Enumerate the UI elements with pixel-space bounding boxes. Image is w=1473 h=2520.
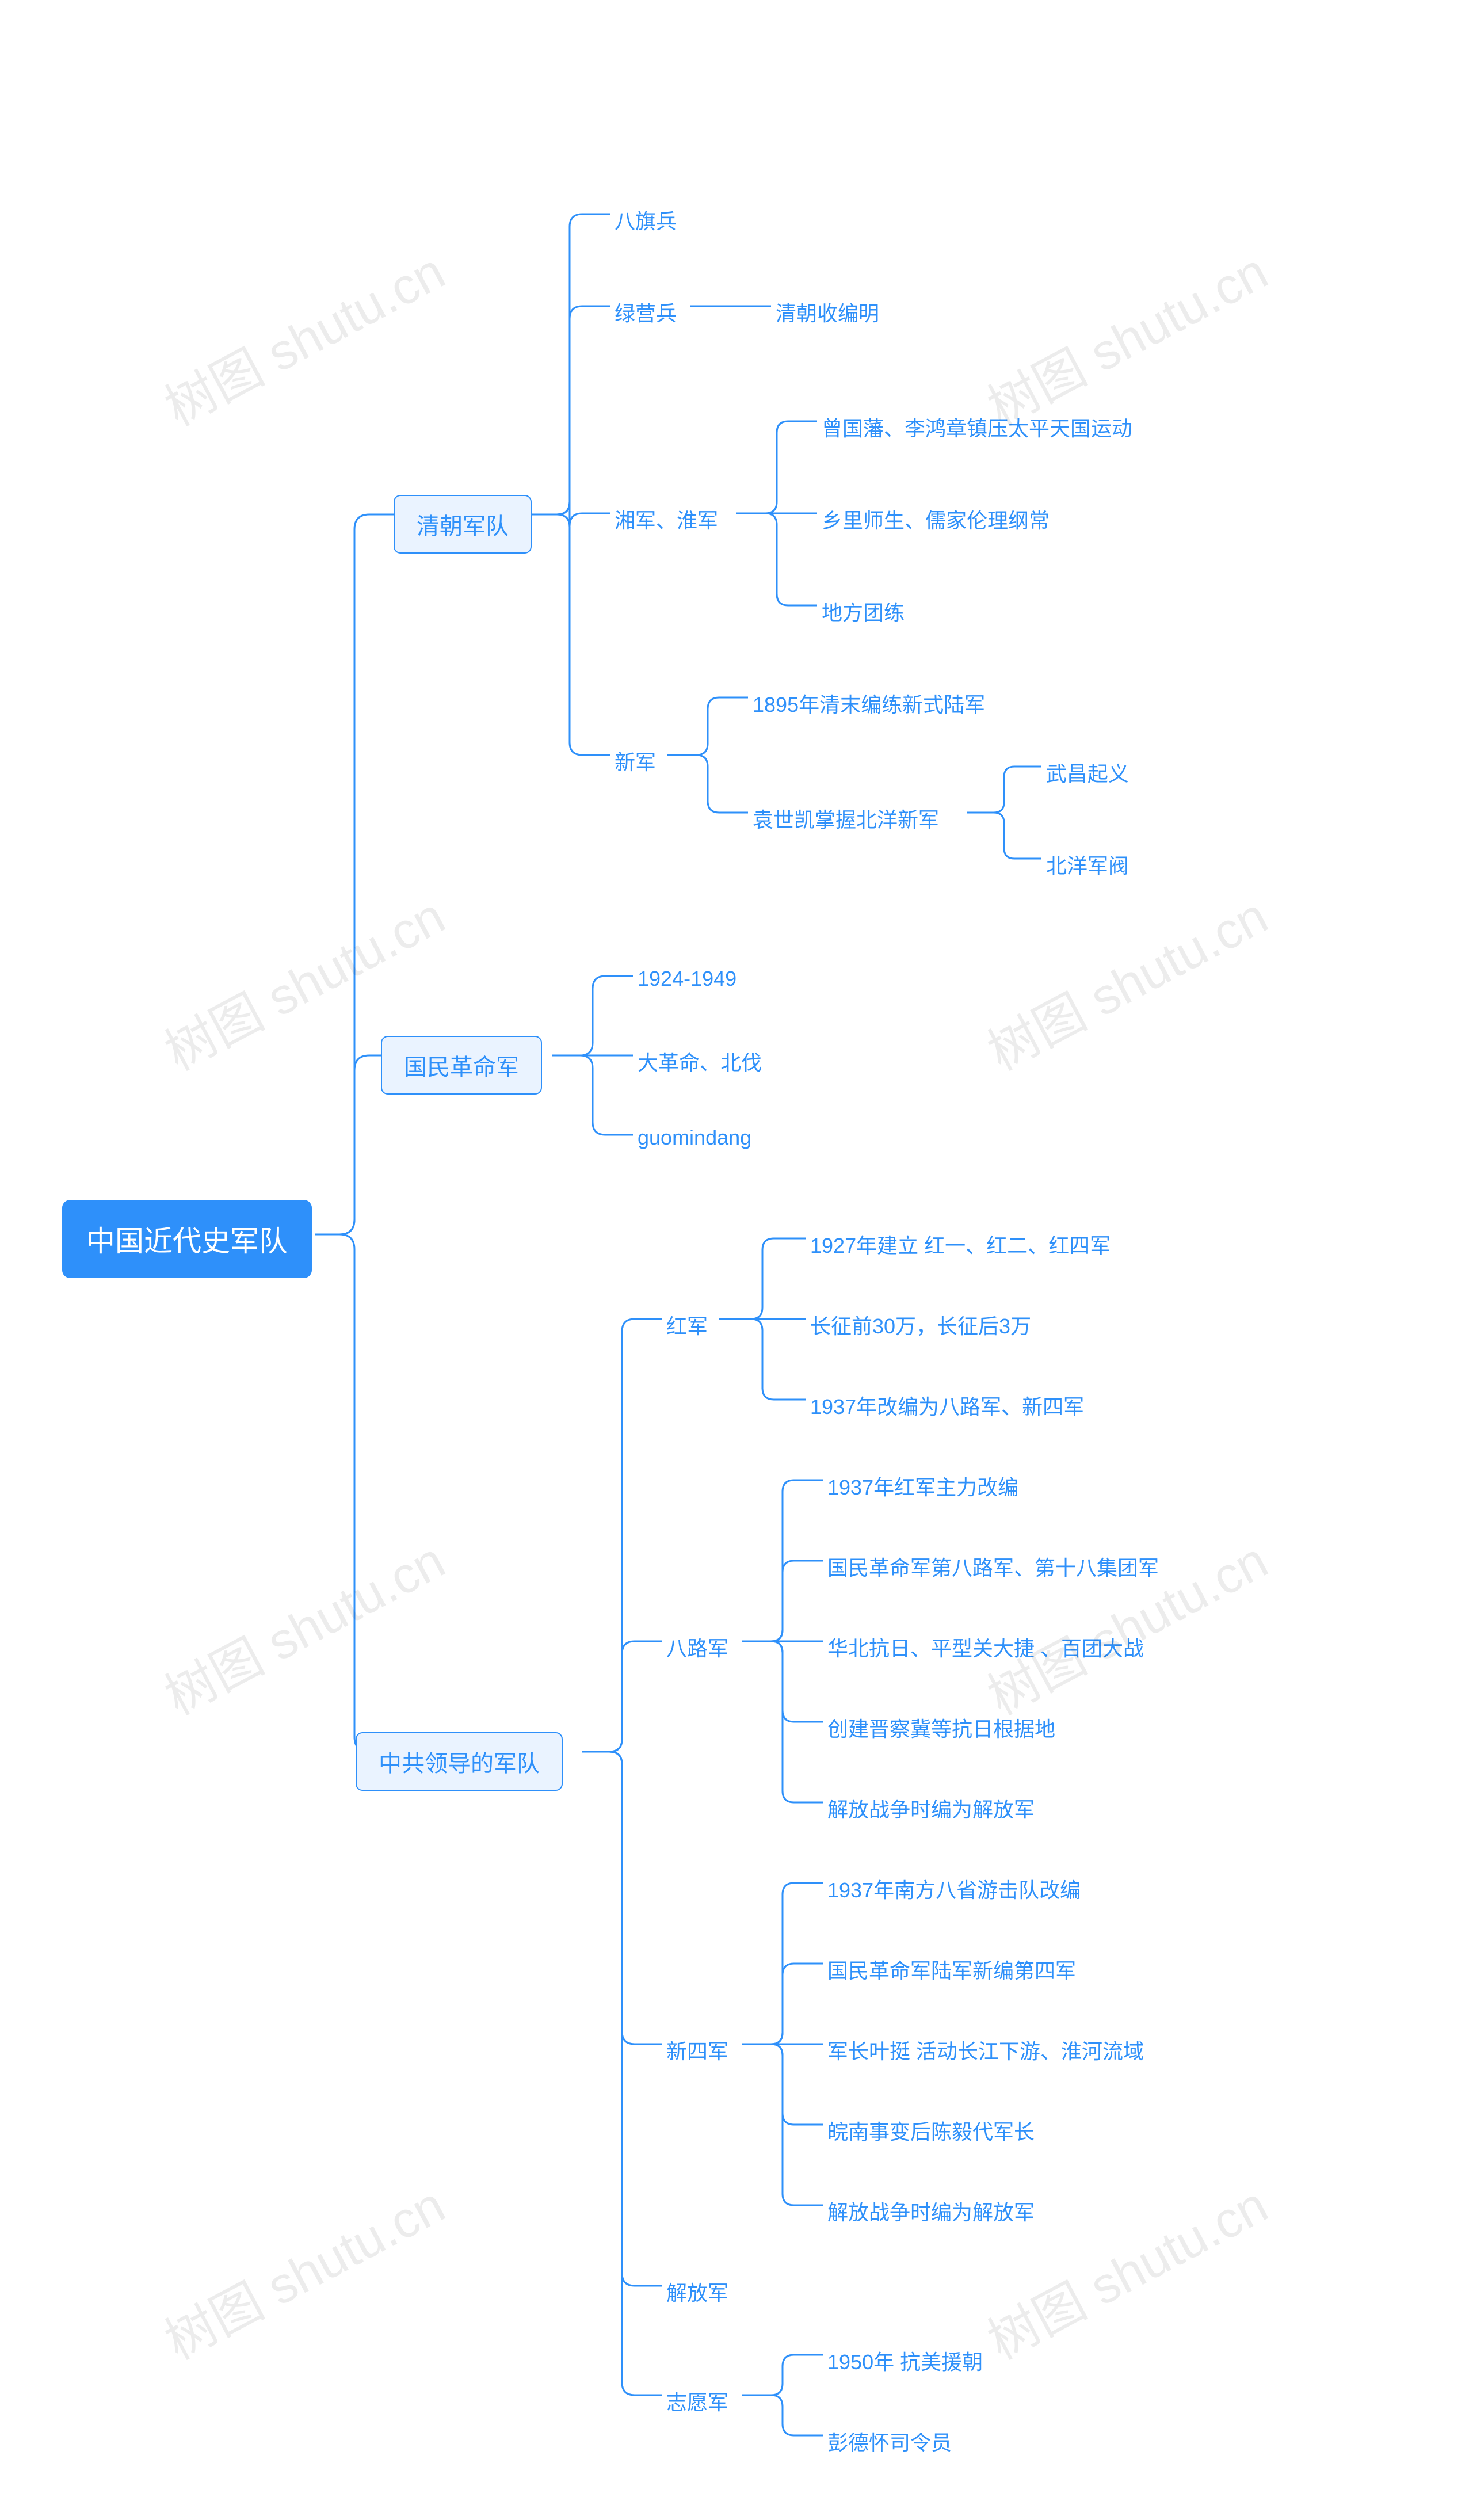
node-ccp_2: 八路军 <box>662 1629 733 1665</box>
connector <box>580 1055 633 1135</box>
node-qing_4_2: 袁世凯掌握北洋新军 <box>748 800 944 837</box>
connector <box>994 767 1041 813</box>
connector <box>771 2044 823 2125</box>
node-ccp_1_3: 1937年改编为八路军、新四军 <box>806 1387 1089 1424</box>
node-ccp_2_1: 1937年红军主力改编 <box>823 1467 1023 1504</box>
node-ccp_1: 红军 <box>662 1306 712 1343</box>
connector <box>580 976 633 1055</box>
connector <box>771 2395 823 2435</box>
node-qing_4: 新军 <box>610 742 661 779</box>
connector <box>771 1883 823 2044</box>
watermark: 树图 shutu.cn <box>150 1520 455 1729</box>
connector <box>751 1238 806 1319</box>
connector <box>771 1561 823 1641</box>
watermark: 树图 shutu.cn <box>150 2165 455 2373</box>
node-ccp_2_5: 解放战争时编为解放军 <box>823 1790 1039 1827</box>
node-qing_3_3: 地方团练 <box>817 593 909 630</box>
connector <box>771 1964 823 2044</box>
connector <box>771 1641 823 1802</box>
connector <box>557 214 610 514</box>
connector <box>557 514 610 755</box>
node-nra_2: 大革命、北伐 <box>633 1043 766 1080</box>
node-qing_3_1: 曾国藩、李鸿章镇压太平天国运动 <box>817 409 1137 445</box>
connector <box>609 1752 662 2395</box>
node-ccp_2_4: 创建晋察冀等抗日根据地 <box>823 1709 1060 1746</box>
node-ccp_5_1: 1950年 抗美援朝 <box>823 2342 987 2379</box>
connector <box>751 1319 806 1400</box>
branch-ccp: 中共领导的军队 <box>356 1732 563 1791</box>
node-ccp_4: 解放军 <box>662 2273 733 2310</box>
node-ccp_2_3: 华北抗日、平型关大捷 、百团大战 <box>823 1629 1148 1665</box>
node-ccp_3_3: 军长叶挺 活动长江下游、淮河流域 <box>823 2031 1148 2068</box>
node-ccp_5: 志愿军 <box>662 2382 733 2419</box>
node-qing_4_2_2: 北洋军阀 <box>1041 846 1134 883</box>
connector <box>609 1752 662 2044</box>
branch-qing: 清朝军队 <box>394 495 532 554</box>
node-nra_1: 1924-1949 <box>633 963 741 994</box>
connector <box>771 1641 823 1722</box>
node-qing_4_2_1: 武昌起义 <box>1041 754 1134 791</box>
node-ccp_3: 新四军 <box>662 2031 733 2068</box>
connector <box>557 502 610 526</box>
node-ccp_3_2: 国民革命军陆军新编第四军 <box>823 1951 1081 1988</box>
node-qing_2_1: 清朝收编明 <box>771 293 884 330</box>
connector <box>339 1234 394 1752</box>
node-ccp_1_2: 长征前30万，长征后3万 <box>806 1306 1036 1343</box>
node-ccp_3_4: 皖南事变后陈毅代军长 <box>823 2112 1039 2149</box>
node-ccp_5_2: 彭德怀司令员 <box>823 2423 956 2460</box>
connector <box>765 421 817 513</box>
node-qing_1: 八旗兵 <box>610 201 681 238</box>
node-nra_3: guomindang <box>633 1122 756 1153</box>
connector <box>771 2355 823 2395</box>
node-ccp_1_1: 1927年建立 红一、红二、红四军 <box>806 1226 1115 1263</box>
node-qing_4_1: 1895年清末编练新式陆军 <box>748 685 990 722</box>
node-ccp_3_1: 1937年南方八省游击队改编 <box>823 1870 1085 1907</box>
node-qing_3: 湘军、淮军 <box>610 501 723 537</box>
node-qing_3_2: 乡里师生、儒家伦理纲常 <box>817 501 1054 537</box>
watermark: 树图 shutu.cn <box>973 876 1278 1084</box>
branch-nra: 国民革命军 <box>381 1036 542 1095</box>
node-qing_2: 绿营兵 <box>610 293 681 330</box>
node-ccp_2_2: 国民革命军第八路军、第十八集团军 <box>823 1548 1163 1585</box>
node-ccp_3_5: 解放战争时编为解放军 <box>823 2193 1039 2229</box>
connector <box>557 306 610 514</box>
connector <box>609 1641 662 1752</box>
connector <box>771 2044 823 2205</box>
watermark: 树图 shutu.cn <box>150 231 455 440</box>
connector <box>609 1752 662 2286</box>
connector <box>771 1480 823 1641</box>
connector <box>339 514 394 1234</box>
connector <box>765 513 817 605</box>
connector <box>994 813 1041 859</box>
connector <box>696 697 748 755</box>
connector <box>696 755 748 813</box>
root-node: 中国近代史军队 <box>62 1200 312 1278</box>
connector <box>609 1319 662 1752</box>
